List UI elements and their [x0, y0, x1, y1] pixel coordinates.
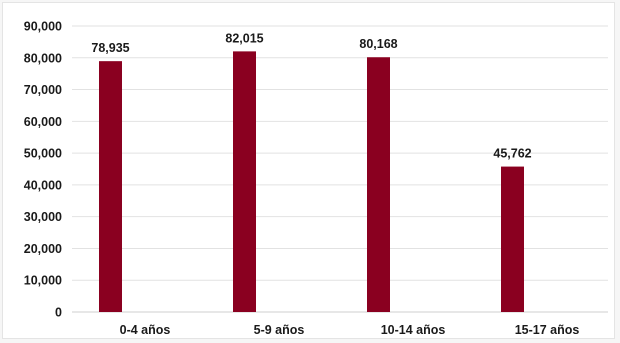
x-axis-category-labels: 0-4 años 5-9 años 10-14 años 15-17 años — [120, 323, 580, 337]
y-tick-label-4: 40,000 — [24, 178, 62, 192]
data-labels: 78,935 82,015 80,168 45,762 — [91, 31, 531, 160]
data-label-1: 82,015 — [225, 31, 263, 45]
bar-0 — [99, 61, 122, 312]
y-tick-label-7: 70,000 — [24, 83, 62, 97]
y-axis-tick-labels: 0 10,000 20,000 30,000 40,000 50,000 60,000 70,… — [24, 20, 62, 320]
category-label-0: 0-4 años — [120, 323, 171, 337]
gridlines — [72, 25, 608, 313]
data-label-3: 45,762 — [493, 147, 531, 161]
y-tick-label-1: 10,000 — [24, 274, 62, 288]
bars — [99, 51, 524, 313]
category-label-1: 5-9 años — [254, 323, 305, 337]
data-label-0: 78,935 — [91, 41, 129, 55]
y-tick-label-2: 20,000 — [24, 242, 62, 256]
data-label-2: 80,168 — [359, 37, 397, 51]
category-label-3: 15-17 años — [515, 323, 580, 337]
y-tick-label-5: 50,000 — [24, 147, 62, 161]
bar-1 — [233, 51, 256, 313]
category-label-2: 10-14 años — [381, 323, 446, 337]
y-tick-label-8: 80,000 — [24, 51, 62, 65]
y-tick-label-0: 0 — [55, 306, 62, 320]
bar-3 — [501, 166, 524, 312]
y-tick-label-9: 90,000 — [24, 20, 62, 34]
y-tick-label-3: 30,000 — [24, 210, 62, 224]
y-tick-label-6: 60,000 — [24, 115, 62, 129]
bar-2 — [367, 57, 390, 312]
